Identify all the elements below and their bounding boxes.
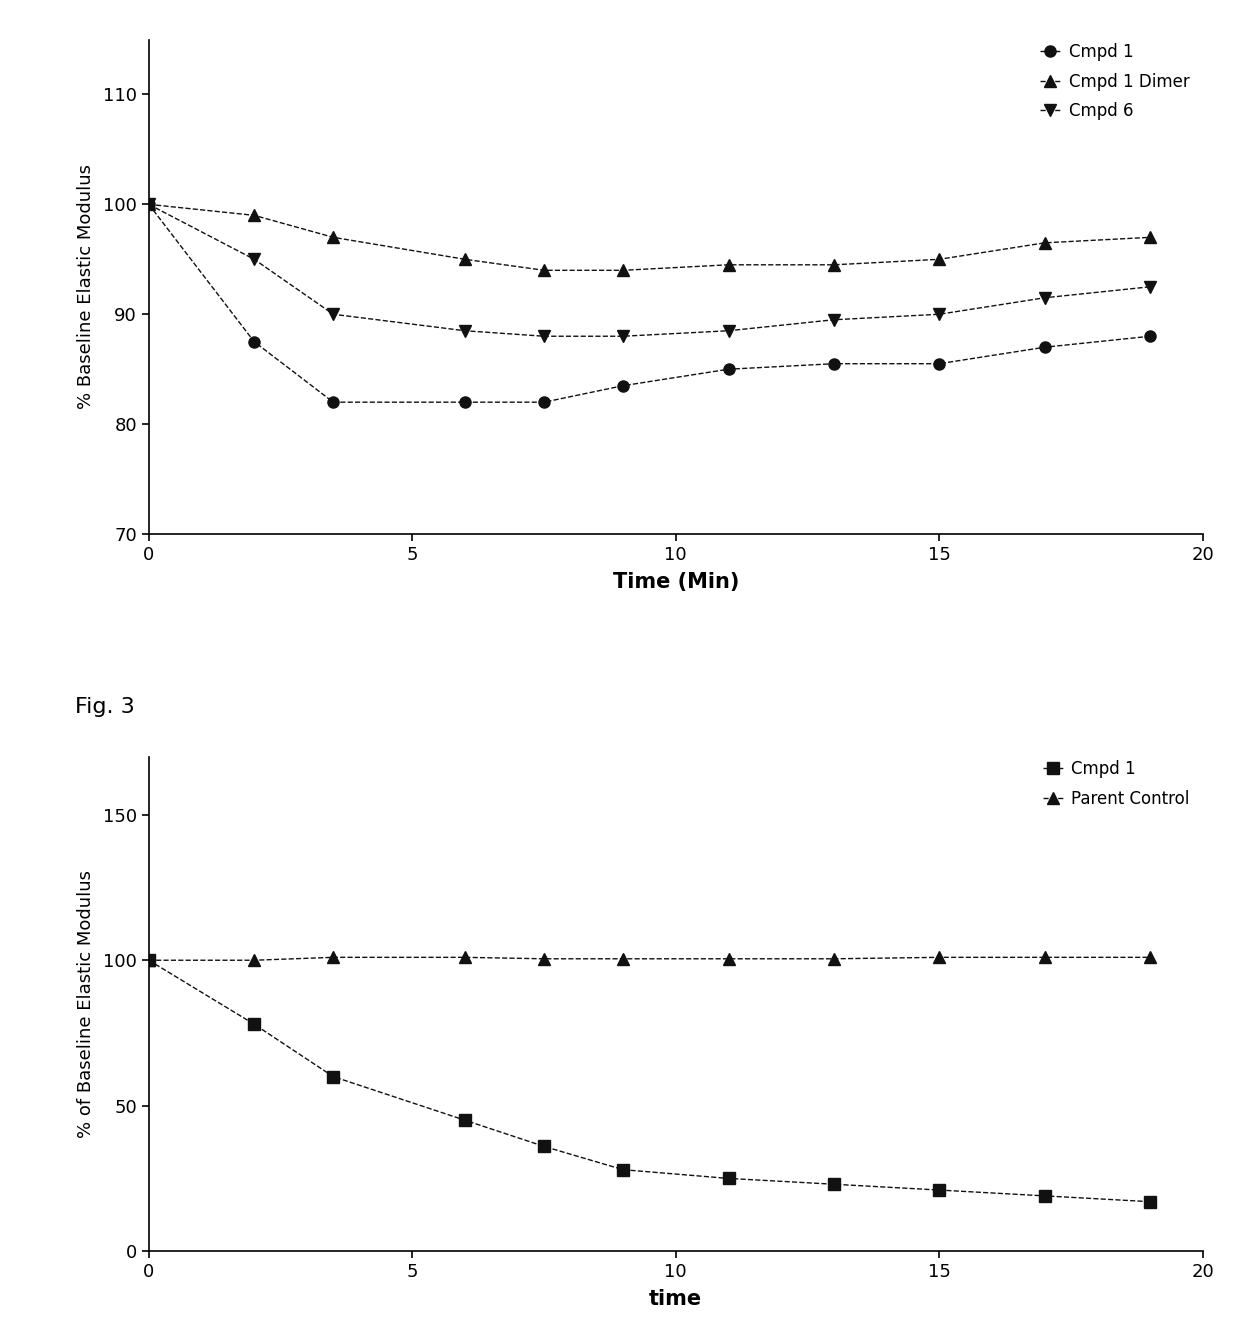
Cmpd 6 — [932, 307, 947, 323]
Cmpd 1 Dimer — [616, 262, 631, 278]
Parent Control — [1037, 950, 1052, 965]
Cmpd 1 — [326, 1068, 341, 1084]
Cmpd 1 — [1037, 340, 1052, 356]
Parent Control — [722, 951, 737, 967]
Cmpd 1 Dimer — [1037, 234, 1052, 250]
Cmpd 1 — [1037, 1188, 1052, 1204]
Cmpd 6 — [616, 328, 631, 344]
Cmpd 6 — [537, 328, 552, 344]
Line: Cmpd 1: Cmpd 1 — [144, 199, 1156, 408]
Cmpd 1 — [458, 394, 472, 410]
Line: Cmpd 1 Dimer: Cmpd 1 Dimer — [144, 199, 1156, 275]
Text: Fig. 3: Fig. 3 — [74, 697, 135, 718]
Cmpd 1 — [616, 378, 631, 394]
Cmpd 1 Dimer — [932, 252, 947, 267]
Cmpd 6 — [1143, 279, 1158, 295]
Cmpd 1 — [616, 1162, 631, 1177]
Line: Parent Control: Parent Control — [144, 952, 1156, 965]
Cmpd 1 Dimer — [326, 229, 341, 245]
Cmpd 1 — [932, 356, 947, 371]
Cmpd 6 — [1037, 290, 1052, 306]
Parent Control — [826, 951, 841, 967]
Cmpd 1 — [247, 333, 262, 349]
Cmpd 1 — [722, 1171, 737, 1187]
Cmpd 1 — [537, 394, 552, 410]
Legend: Cmpd 1, Cmpd 1 Dimer, Cmpd 6: Cmpd 1, Cmpd 1 Dimer, Cmpd 6 — [1035, 38, 1194, 125]
Cmpd 1 Dimer — [826, 257, 841, 273]
Parent Control — [616, 951, 631, 967]
X-axis label: Time (Min): Time (Min) — [613, 572, 739, 593]
Cmpd 6 — [326, 307, 341, 323]
Cmpd 1 Dimer — [141, 196, 156, 212]
Cmpd 1 — [1143, 328, 1158, 344]
Cmpd 1 — [722, 361, 737, 377]
Cmpd 1 Dimer — [722, 257, 737, 273]
Y-axis label: % Baseline Elastic Modulus: % Baseline Elastic Modulus — [77, 165, 94, 410]
Parent Control — [247, 952, 262, 968]
Cmpd 1 — [1143, 1193, 1158, 1209]
Cmpd 1 — [141, 952, 156, 968]
Cmpd 6 — [141, 196, 156, 212]
Cmpd 6 — [458, 323, 472, 338]
Parent Control — [1143, 950, 1158, 965]
Line: Cmpd 1: Cmpd 1 — [144, 955, 1156, 1208]
Parent Control — [141, 952, 156, 968]
Parent Control — [458, 950, 472, 965]
Cmpd 1 Dimer — [1143, 229, 1158, 245]
Cmpd 1 Dimer — [247, 208, 262, 224]
Cmpd 6 — [826, 312, 841, 328]
Parent Control — [326, 950, 341, 965]
Cmpd 1 — [826, 356, 841, 371]
Cmpd 1 — [826, 1176, 841, 1192]
Cmpd 1 — [141, 196, 156, 212]
Cmpd 1 — [326, 394, 341, 410]
Parent Control — [932, 950, 947, 965]
Cmpd 6 — [247, 252, 262, 267]
Legend: Cmpd 1, Parent Control: Cmpd 1, Parent Control — [1038, 755, 1194, 813]
Y-axis label: % of Baseline Elastic Modulus: % of Baseline Elastic Modulus — [77, 869, 94, 1138]
Cmpd 1 Dimer — [458, 252, 472, 267]
Cmpd 6 — [722, 323, 737, 338]
Parent Control — [537, 951, 552, 967]
Cmpd 1 — [932, 1183, 947, 1198]
Cmpd 1 Dimer — [537, 262, 552, 278]
X-axis label: time: time — [650, 1289, 702, 1309]
Line: Cmpd 6: Cmpd 6 — [144, 199, 1156, 342]
Cmpd 1 — [537, 1138, 552, 1154]
Cmpd 1 — [247, 1017, 262, 1033]
Cmpd 1 — [458, 1113, 472, 1129]
